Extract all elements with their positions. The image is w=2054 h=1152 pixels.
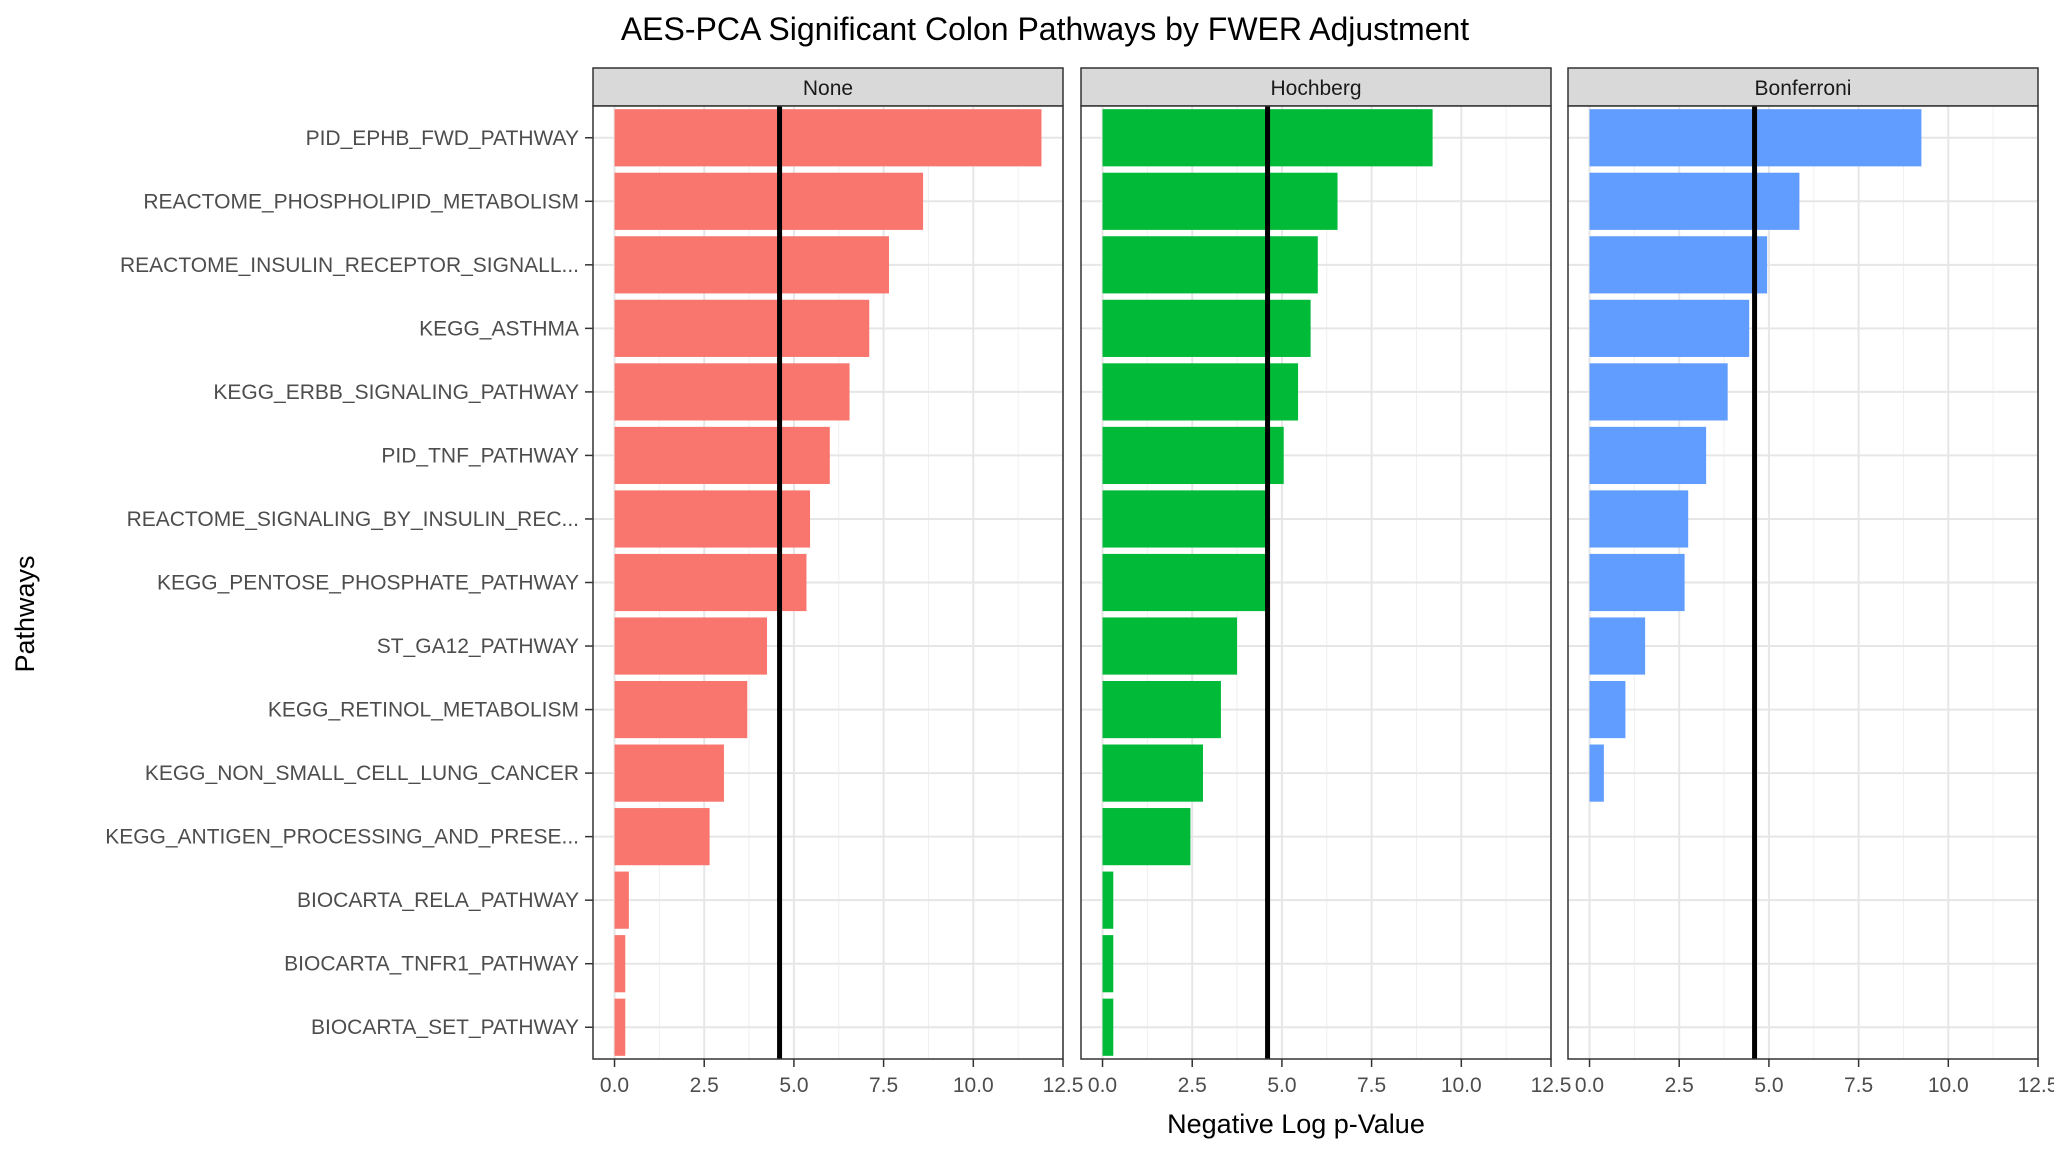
bar-hochberg-11 (1102, 744, 1203, 802)
y-tick-label: REACTOME_PHOSPHOLIPID_METABOLISM (143, 190, 579, 213)
bar-bonferroni-10 (1589, 680, 1626, 739)
x-tick-label: 5.0 (779, 1074, 808, 1097)
bar-hochberg-13 (1102, 871, 1114, 929)
bar-none-15 (614, 998, 626, 1056)
bar-none-3 (614, 236, 889, 294)
bar-bonferroni-9 (1589, 617, 1646, 675)
bar-none-4 (614, 299, 870, 357)
x-tick-label: 5.0 (1754, 1074, 1783, 1097)
y-tick-label: KEGG_ASTHMA (419, 317, 579, 340)
bar-hochberg-9 (1102, 617, 1238, 675)
bar-hochberg-4 (1102, 299, 1311, 357)
bar-bonferroni-2 (1589, 172, 1800, 230)
x-tick-label: 2.5 (690, 1074, 719, 1097)
x-tick-label: 10.0 (1441, 1074, 1482, 1097)
x-tick-label: 5.0 (1267, 1074, 1296, 1097)
y-tick-label: BIOCARTA_SET_PATHWAY (311, 1016, 579, 1039)
y-tick-label: BIOCARTA_RELA_PATHWAY (297, 889, 579, 912)
bar-bonferroni-3 (1589, 236, 1768, 294)
bar-hochberg-10 (1102, 680, 1221, 739)
y-tick-label: PID_EPHB_FWD_PATHWAY (306, 127, 579, 150)
y-axis-title: Pathways (10, 555, 40, 672)
x-tick-label: 2.5 (1665, 1074, 1694, 1097)
x-tick-label: 12.5 (2018, 1074, 2054, 1097)
facet-strip-label: Hochberg (1270, 77, 1361, 100)
bar-hochberg-8 (1102, 553, 1270, 612)
y-tick-label: KEGG_RETINOL_METABOLISM (268, 699, 579, 722)
bar-none-8 (614, 553, 807, 612)
y-tick-label: ST_GA12_PATHWAY (377, 635, 579, 658)
bar-none-9 (614, 617, 768, 675)
facet-panel-none: None 0.0 2.5 5.0 7.5 10.0 12.5 (592, 67, 1084, 1097)
bar-bonferroni-11 (1589, 744, 1604, 802)
facets: None 0.0 2.5 5.0 7.5 10.0 12.5 Hochberg 0.0 2.5 5.… (105, 67, 2054, 1097)
bar-bonferroni-7 (1589, 490, 1689, 548)
facet-strip-label: Bonferroni (1755, 77, 1852, 100)
facet-panel-hochberg: Hochberg 0.0 2.5 5.0 7.5 10.0 12.5 (1080, 67, 1572, 1097)
bar-hochberg-14 (1102, 935, 1114, 993)
facet-strip-label: None (803, 77, 853, 100)
x-tick-label: 2.5 (1178, 1074, 1207, 1097)
x-tick-label: 7.5 (1844, 1074, 1873, 1097)
y-tick-label: REACTOME_SIGNALING_BY_INSULIN_REC... (127, 508, 579, 531)
facet-strip (592, 67, 1064, 107)
y-tick-label: BIOCARTA_TNFR1_PATHWAY (284, 953, 579, 976)
y-tick-label: KEGG_ERBB_SIGNALING_PATHWAY (213, 381, 579, 404)
y-tick-label: KEGG_ANTIGEN_PROCESSING_AND_PRESE... (105, 826, 579, 849)
bar-none-13 (614, 871, 629, 929)
bar-hochberg-3 (1102, 236, 1318, 294)
x-tick-label: 0.0 (1575, 1074, 1604, 1097)
y-tick-label: KEGG_NON_SMALL_CELL_LUNG_CANCER (145, 762, 579, 785)
bar-hochberg-6 (1102, 426, 1284, 485)
x-axis-title: Negative Log p-Value (1167, 1109, 1425, 1139)
x-tick-label: 0.0 (1088, 1074, 1117, 1097)
bar-none-11 (614, 744, 724, 802)
panel-border (1080, 105, 1552, 1060)
x-tick-label: 7.5 (1357, 1074, 1386, 1097)
bar-none-2 (614, 172, 924, 230)
x-tick-label: 7.5 (869, 1074, 898, 1097)
y-tick-label: PID_TNF_PATHWAY (381, 444, 579, 467)
bar-hochberg-15 (1102, 998, 1114, 1056)
bar-bonferroni-4 (1589, 299, 1750, 357)
bar-hochberg-12 (1102, 808, 1191, 866)
x-tick-label: 12.5 (1043, 1074, 1084, 1097)
chart-title: AES-PCA Significant Colon Pathways by FW… (621, 11, 1469, 47)
y-tick-label: REACTOME_INSULIN_RECEPTOR_SIGNALL... (120, 254, 579, 277)
bar-none-12 (614, 808, 710, 866)
x-tick-label: 10.0 (953, 1074, 994, 1097)
bar-none-1 (614, 109, 1042, 167)
facet-strip (1567, 67, 2039, 107)
bar-bonferroni-6 (1589, 426, 1707, 485)
y-tick-label: KEGG_PENTOSE_PHOSPHATE_PATHWAY (157, 572, 579, 595)
facet-strip (1080, 67, 1552, 107)
x-tick-label: 12.5 (1531, 1074, 1572, 1097)
x-tick-label: 0.0 (600, 1074, 629, 1097)
bar-bonferroni-5 (1589, 363, 1728, 421)
bar-none-6 (614, 426, 830, 485)
bar-none-5 (614, 363, 850, 421)
bar-bonferroni-8 (1589, 553, 1685, 612)
bar-none-14 (614, 935, 626, 993)
bar-hochberg-2 (1102, 172, 1338, 230)
x-tick-label: 10.0 (1928, 1074, 1969, 1097)
bar-hochberg-7 (1102, 490, 1270, 548)
bar-none-10 (614, 680, 748, 739)
panel-border (1567, 105, 2039, 1060)
facet-panel-bonferroni: Bonferroni 0.0 2.5 5.0 7.5 10.0 12.5 (1567, 67, 2054, 1097)
